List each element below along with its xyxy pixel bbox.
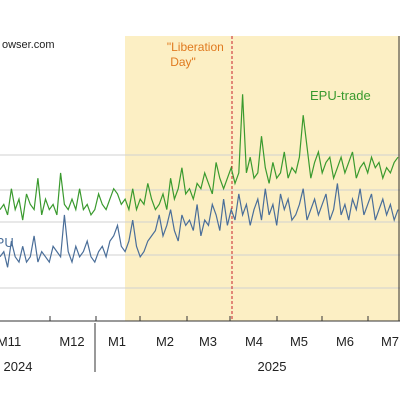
x-tick-label: M11 xyxy=(0,334,21,349)
year-label-2025: 2025 xyxy=(258,359,287,374)
x-tick-label: M3 xyxy=(199,334,217,349)
x-tick-label: M2 xyxy=(156,334,174,349)
gridlines xyxy=(0,154,400,289)
source-label: owser.com xyxy=(2,39,55,51)
x-tick-label: M6 xyxy=(336,334,354,349)
series-label-epu: EPU xyxy=(0,235,14,250)
liberation-day-annotation: "Liberation Day" xyxy=(167,40,227,69)
series-label-epu-trade: EPU-trade xyxy=(310,88,371,103)
year-label-2024: 2024 xyxy=(4,359,33,374)
x-tick-label: M12 xyxy=(59,334,84,349)
x-tick-label: M7 xyxy=(381,334,399,349)
x-ticks xyxy=(49,316,369,321)
shaded-region xyxy=(125,36,400,321)
x-tick-label: M5 xyxy=(290,334,308,349)
series-line-epu xyxy=(0,183,399,268)
x-tick-label: M1 xyxy=(108,334,126,349)
x-tick-label: M4 xyxy=(245,334,263,349)
series-line-epu-trade xyxy=(0,94,399,221)
